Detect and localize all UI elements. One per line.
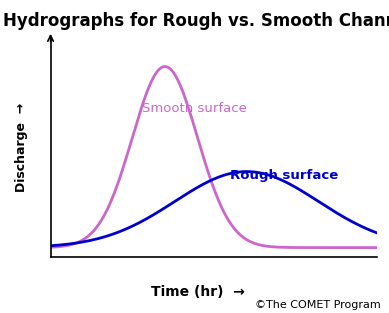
Title: Hydrographs for Rough vs. Smooth Channels: Hydrographs for Rough vs. Smooth Channel… [4,13,389,30]
Text: Rough surface: Rough surface [230,169,338,182]
Text: Discharge  →: Discharge → [15,102,28,192]
Text: Time (hr)  →: Time (hr) → [151,285,245,299]
Text: Smooth surface: Smooth surface [142,102,247,115]
Text: ©The COMET Program: ©The COMET Program [256,300,381,310]
